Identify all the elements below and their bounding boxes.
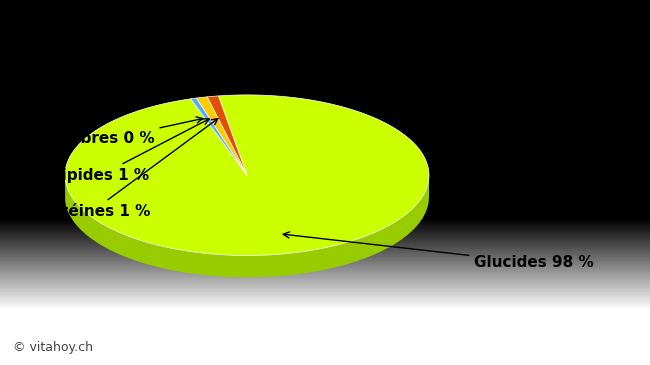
Text: Distribution de calories: Bio Gummibärli (Migros): Distribution de calories: Bio Gummibärli… <box>13 18 510 36</box>
Text: © vitahoy.ch: © vitahoy.ch <box>13 341 93 354</box>
Text: Glucides 98 %: Glucides 98 % <box>283 232 594 270</box>
Text: Fibres 0 %: Fibres 0 % <box>65 117 203 146</box>
Polygon shape <box>65 95 429 256</box>
Polygon shape <box>196 97 247 175</box>
Text: Lipides 1 %: Lipides 1 % <box>52 119 209 183</box>
Polygon shape <box>190 98 247 175</box>
Polygon shape <box>207 96 247 175</box>
Polygon shape <box>65 176 429 277</box>
Text: Protéines 1 %: Protéines 1 % <box>32 119 218 219</box>
